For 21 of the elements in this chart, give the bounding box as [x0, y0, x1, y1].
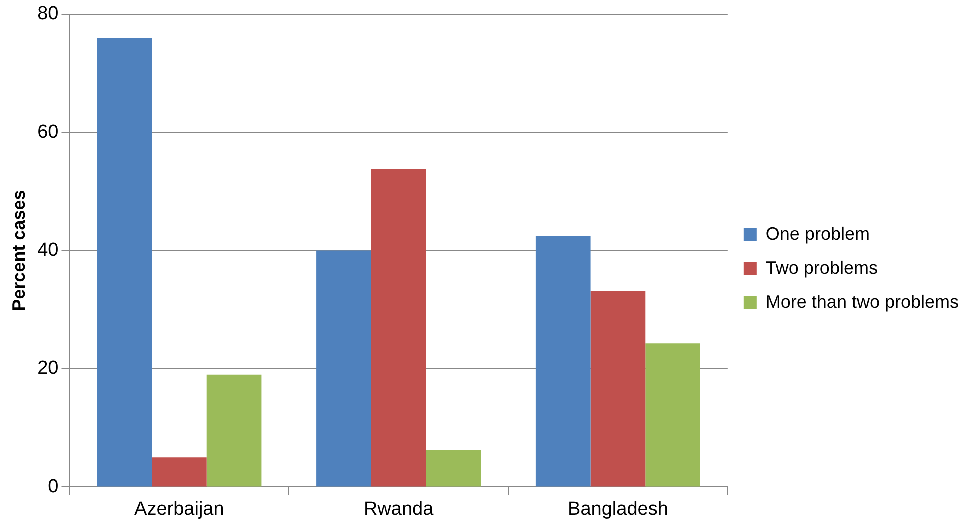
y-tick-label: 40: [38, 240, 59, 262]
bar: [646, 344, 700, 487]
legend-label: More than two problems: [766, 292, 960, 312]
bar: [590, 290, 646, 487]
legend-label: One problem: [766, 224, 870, 244]
y-tick-label: 60: [38, 122, 59, 143]
bar: [426, 450, 482, 487]
bar: [97, 38, 152, 487]
bar: [152, 458, 207, 487]
x-tick-label: Rwanda: [364, 498, 434, 520]
y-tick-label: 80: [38, 4, 59, 25]
bar: [371, 169, 426, 487]
x-tick-label: Bangladesh: [568, 498, 668, 520]
y-tick-label: 20: [38, 358, 59, 380]
bar: [536, 236, 591, 487]
y-tick-label: 0: [48, 476, 59, 498]
x-tick-label: Azerbaijan: [134, 498, 224, 520]
bar: [316, 250, 372, 487]
y-axis-title: Percent cases: [8, 190, 29, 312]
legend-label: Two problems: [766, 258, 878, 278]
bar: [206, 374, 262, 487]
